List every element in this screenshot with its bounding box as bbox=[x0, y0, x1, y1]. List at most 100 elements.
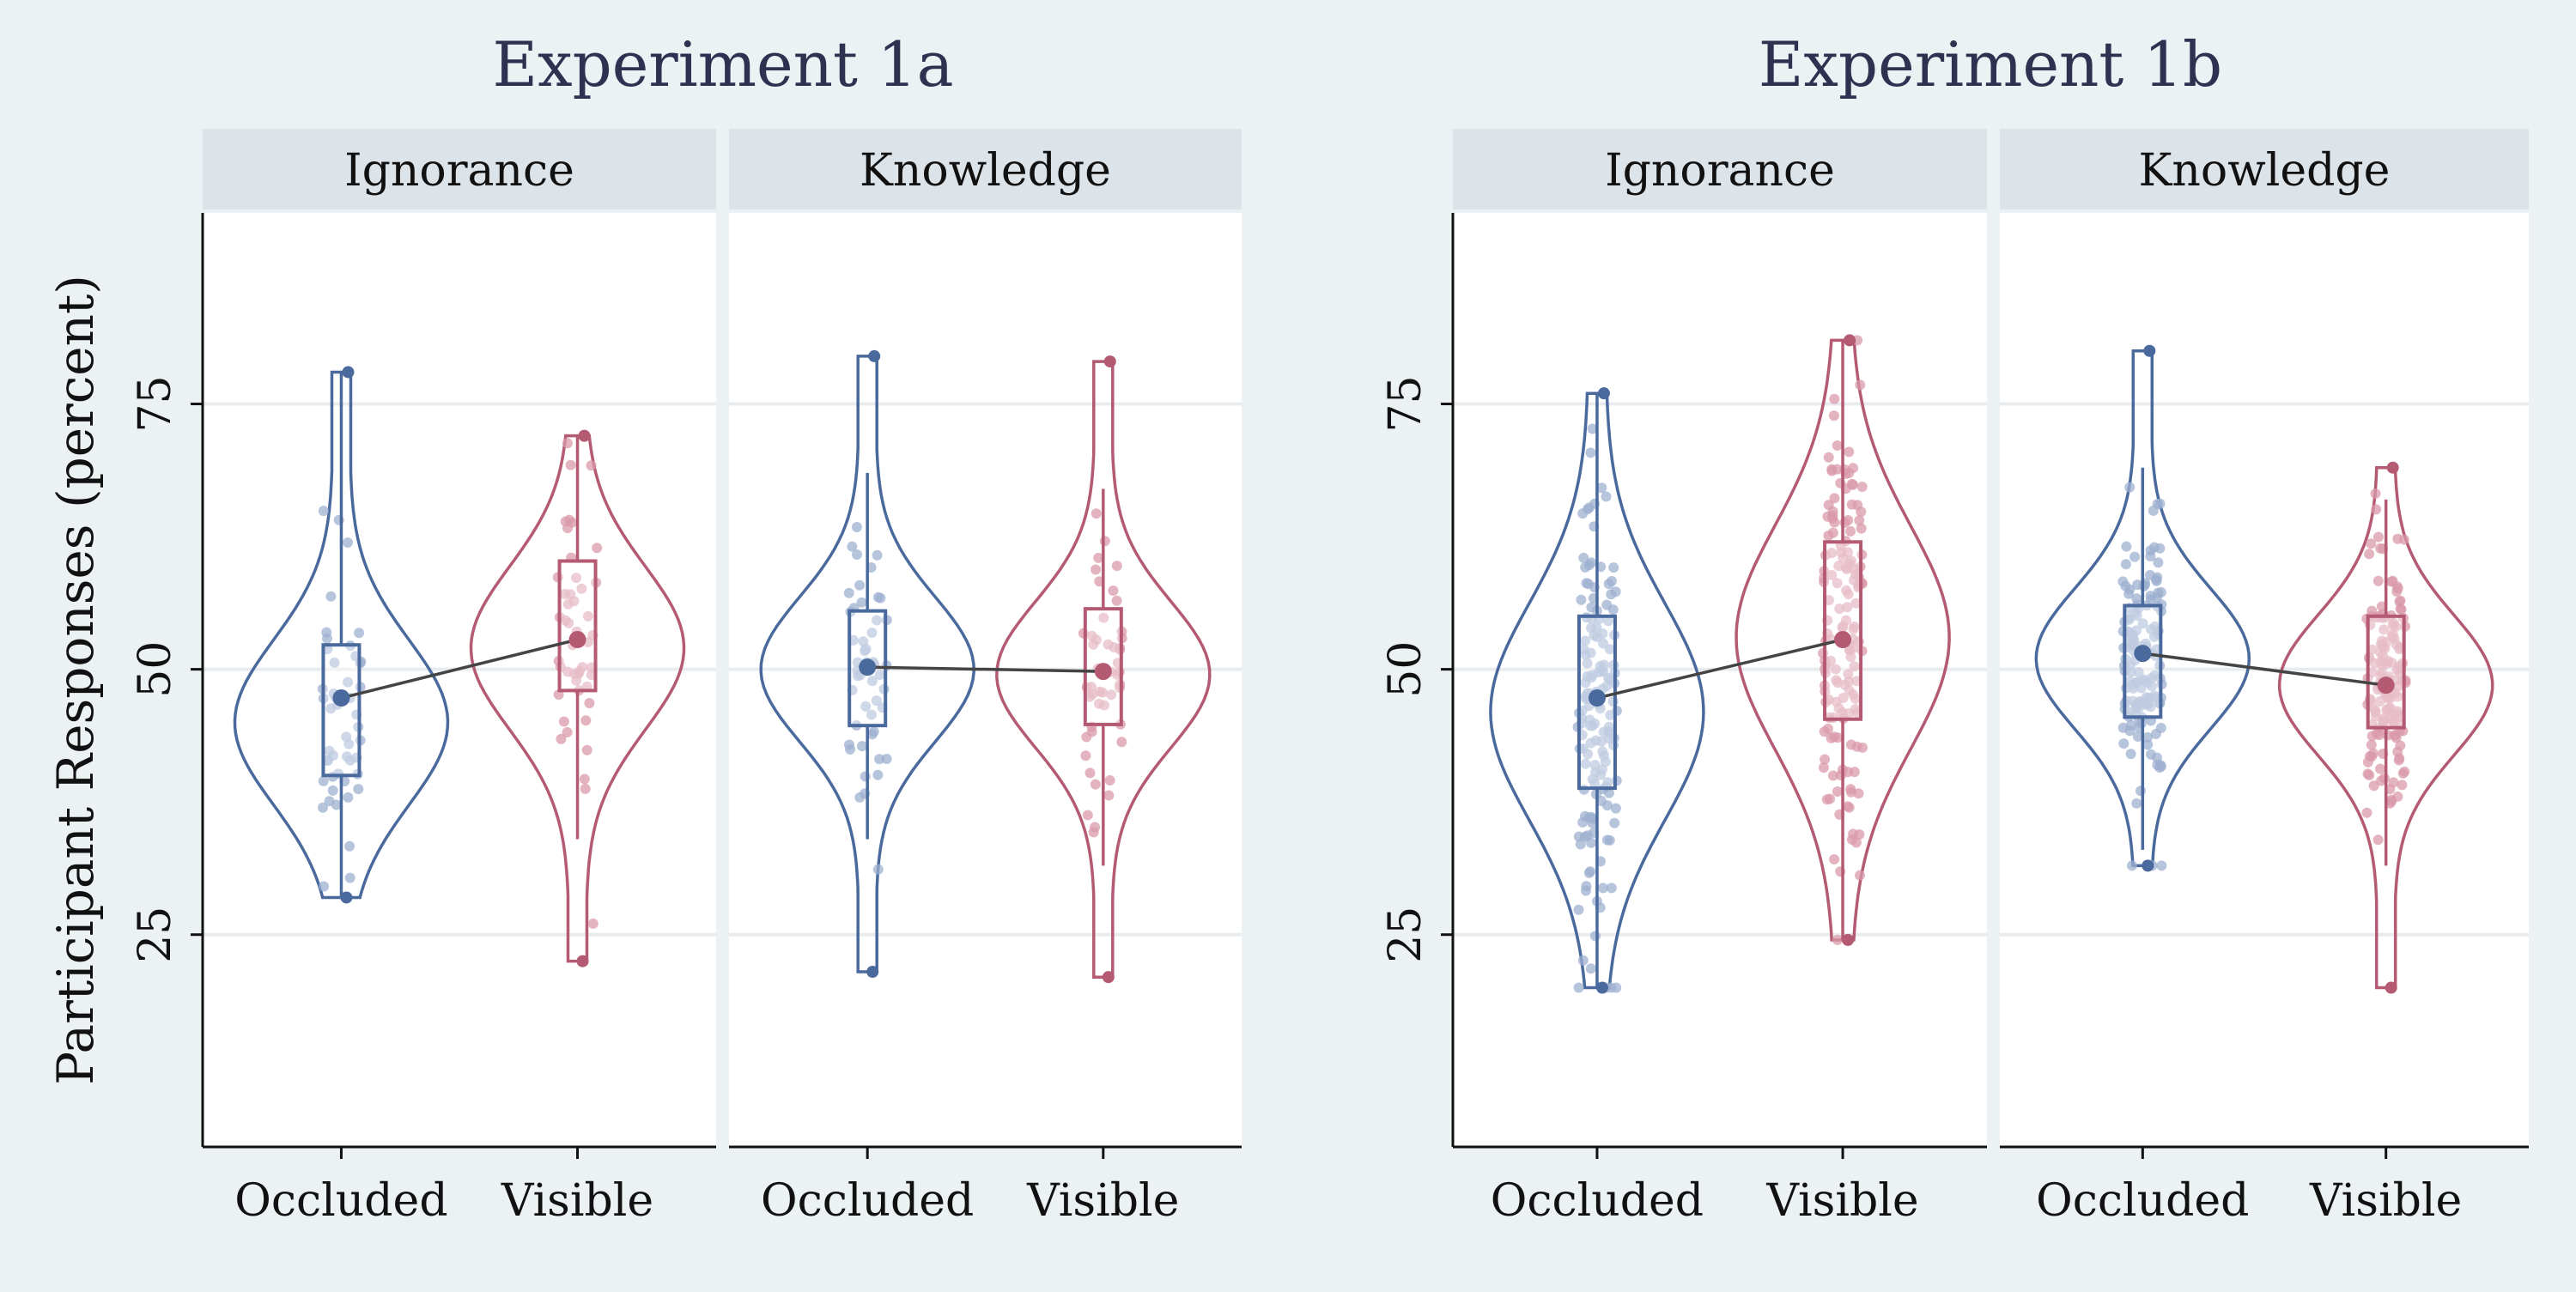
data-point bbox=[1596, 736, 1607, 747]
data-point bbox=[325, 591, 337, 602]
data-point bbox=[2364, 549, 2375, 560]
outlier-point bbox=[576, 955, 589, 967]
data-point bbox=[1850, 597, 1862, 609]
data-point bbox=[2368, 780, 2379, 792]
data-point bbox=[1093, 552, 1104, 563]
data-point bbox=[2156, 761, 2167, 772]
group-visible bbox=[2277, 461, 2494, 994]
data-point bbox=[2387, 575, 2398, 586]
data-point bbox=[2123, 588, 2135, 599]
data-point bbox=[2386, 794, 2397, 805]
data-point bbox=[2129, 551, 2141, 562]
data-point bbox=[2372, 575, 2384, 586]
data-point bbox=[2142, 739, 2154, 750]
data-point bbox=[1845, 525, 1856, 537]
data-point bbox=[1838, 621, 1849, 632]
data-point bbox=[1585, 447, 1596, 458]
data-point bbox=[2131, 610, 2142, 622]
data-point bbox=[1090, 779, 1101, 790]
mean-marker bbox=[1588, 689, 1606, 707]
data-point bbox=[1580, 649, 1591, 660]
data-point bbox=[1081, 731, 1092, 743]
data-point bbox=[342, 751, 352, 762]
data-point bbox=[2120, 559, 2131, 570]
data-point bbox=[854, 792, 866, 803]
data-point bbox=[2376, 667, 2387, 678]
data-point bbox=[2371, 504, 2382, 515]
data-point bbox=[1595, 769, 1606, 780]
data-point bbox=[1601, 599, 1613, 610]
data-point bbox=[2127, 860, 2137, 871]
data-point bbox=[1846, 499, 1857, 510]
violin-outline bbox=[1735, 338, 1951, 942]
data-point bbox=[1111, 595, 1122, 606]
data-point bbox=[1580, 635, 1590, 646]
data-point bbox=[2145, 594, 2156, 605]
data-point bbox=[2379, 773, 2390, 784]
data-point bbox=[866, 709, 877, 720]
data-point bbox=[1856, 506, 1867, 518]
data-point bbox=[2125, 749, 2136, 760]
data-point bbox=[1843, 669, 1854, 680]
mean-connector bbox=[2142, 652, 2386, 687]
violin-outline bbox=[995, 360, 1212, 979]
data-point bbox=[1854, 515, 1865, 526]
x-tick-label: Visible bbox=[501, 1175, 653, 1227]
facet-strip bbox=[1453, 129, 1987, 209]
data-point bbox=[1832, 677, 1844, 688]
outlier-point bbox=[578, 429, 591, 442]
data-point bbox=[872, 549, 883, 561]
data-point bbox=[1595, 795, 1607, 806]
data-point bbox=[2152, 499, 2163, 509]
data-point bbox=[580, 783, 591, 794]
y-tick-label: 50 bbox=[130, 641, 181, 698]
data-point bbox=[1828, 410, 1839, 422]
data-point bbox=[2391, 664, 2403, 676]
data-point bbox=[1827, 770, 1838, 781]
data-point bbox=[854, 579, 866, 591]
data-point bbox=[2142, 731, 2153, 743]
outlier-point bbox=[340, 891, 353, 904]
data-point bbox=[1580, 758, 1591, 769]
data-point bbox=[1843, 708, 1854, 719]
data-point bbox=[1603, 787, 1614, 798]
data-point bbox=[872, 769, 884, 780]
outlier-point bbox=[2142, 859, 2154, 872]
data-point bbox=[1591, 622, 1602, 633]
x-tick-label: Occluded bbox=[1491, 1175, 1704, 1227]
data-point bbox=[1604, 644, 1615, 655]
mean-marker bbox=[568, 631, 586, 649]
data-point bbox=[1606, 883, 1617, 894]
outlier-point bbox=[342, 366, 355, 379]
plot-background bbox=[729, 213, 1242, 1147]
box bbox=[321, 643, 361, 778]
data-point bbox=[1576, 594, 1587, 605]
experiment-title: Experiment 1b bbox=[1759, 28, 2222, 100]
box bbox=[2366, 614, 2406, 730]
data-point bbox=[860, 701, 872, 712]
facet-strip bbox=[729, 129, 1242, 209]
outlier-point bbox=[1595, 981, 1608, 994]
group-visible bbox=[469, 429, 686, 967]
facet-strip bbox=[2000, 129, 2529, 209]
data-point bbox=[1844, 446, 1855, 458]
data-point bbox=[2154, 543, 2166, 554]
data-point bbox=[1830, 664, 1841, 675]
data-point bbox=[2127, 631, 2138, 642]
data-point bbox=[1818, 762, 1829, 773]
data-point bbox=[1585, 866, 1596, 877]
data-point bbox=[1578, 552, 1589, 563]
data-point bbox=[2379, 624, 2390, 635]
data-point bbox=[1608, 562, 1619, 573]
data-point bbox=[1832, 786, 1843, 797]
data-point bbox=[1589, 760, 1601, 771]
data-point bbox=[2131, 798, 2142, 809]
data-point bbox=[858, 636, 869, 647]
data-point bbox=[1610, 803, 1621, 814]
data-point bbox=[1099, 700, 1109, 711]
data-point bbox=[2128, 695, 2138, 707]
data-point bbox=[1832, 440, 1843, 451]
data-point bbox=[843, 587, 854, 598]
data-point bbox=[1823, 531, 1834, 541]
